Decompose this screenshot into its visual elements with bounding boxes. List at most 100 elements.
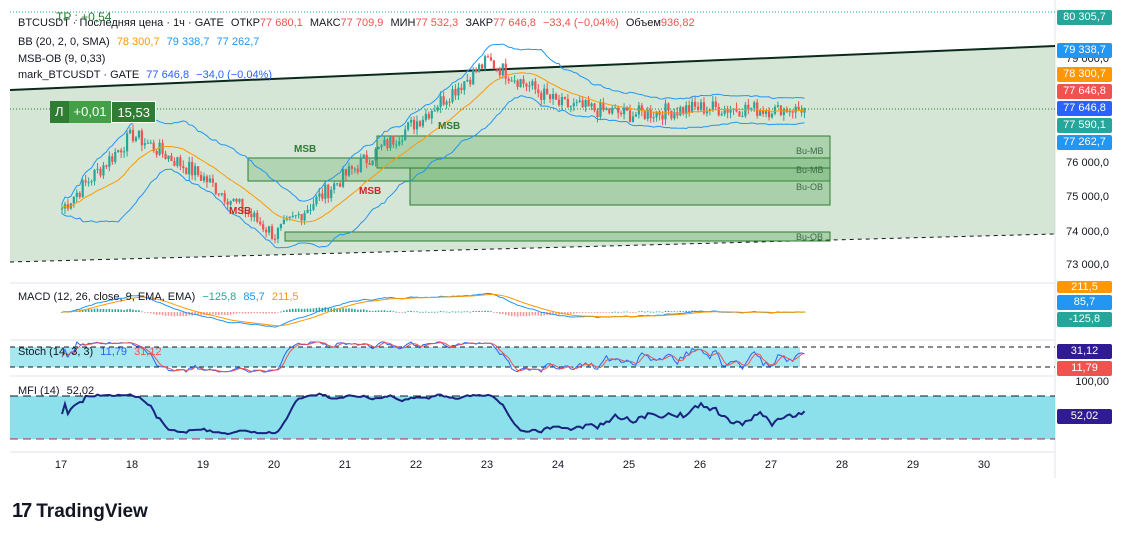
tp-label[interactable]: TP : +0,54: [56, 10, 112, 24]
candle-body: [270, 226, 274, 239]
candle-body: [723, 108, 726, 114]
macd-histogram-bar: [484, 310, 486, 312]
macd-histogram-bar: [212, 312, 214, 315]
candle-body: [196, 166, 200, 176]
macd-histogram-bar: [439, 311, 442, 312]
trend-channel-fill: [10, 46, 1055, 262]
candle-body: [344, 169, 348, 176]
stoch-tag-k: 11,79: [1057, 361, 1112, 376]
macd-histogram-bar: [587, 312, 590, 313]
candle-body: [693, 101, 697, 107]
macd-histogram-bar: [676, 311, 679, 313]
candle-body: [173, 161, 176, 166]
macd-histogram-bar: [575, 312, 578, 314]
candle-body: [291, 215, 294, 217]
candle-body: [327, 184, 330, 199]
macd-histogram-bar: [617, 311, 619, 313]
candle-body: [424, 113, 427, 120]
macd-histogram-bar: [472, 311, 475, 312]
candle-body: [338, 183, 342, 187]
candle-body: [114, 152, 117, 162]
tradingview-logo[interactable]: 17 TradingView: [12, 500, 148, 523]
macd-histogram-bar: [584, 312, 587, 313]
candle-body: [185, 167, 188, 175]
candle-body: [483, 56, 487, 69]
tradingview-mark-icon: 17: [12, 500, 32, 522]
candle-body: [478, 64, 481, 72]
candle-body: [214, 182, 217, 194]
candle-body: [220, 193, 223, 195]
candle-body: [581, 100, 584, 108]
candle-body: [392, 135, 395, 145]
candle-body: [534, 81, 537, 90]
candle-body: [569, 106, 572, 108]
macd-tag-macd: 85,7: [1057, 295, 1112, 310]
macd-histogram-bar: [407, 311, 409, 312]
macd-histogram-bar: [377, 310, 380, 312]
position-box[interactable]: Л +0,01 15,53: [50, 101, 156, 123]
candle-body: [421, 119, 425, 127]
macd-histogram-bar: [129, 308, 131, 312]
candle-body: [762, 110, 765, 114]
symbol-legend[interactable]: BTCUSDT · Последняя цена · 1ч · GATE ОТК…: [18, 17, 699, 30]
macd-histogram-bar: [176, 312, 179, 316]
candle-body: [658, 111, 661, 115]
candle-body: [726, 108, 729, 113]
candle-body: [767, 111, 771, 118]
position-side[interactable]: Л: [50, 101, 69, 123]
macd-histogram-bar: [658, 311, 661, 313]
candle-body: [250, 213, 253, 218]
candle-body: [513, 80, 516, 82]
candle-body: [557, 99, 561, 106]
macd-histogram-bar: [312, 308, 315, 312]
mfi-band: [10, 396, 1055, 439]
candle-body: [457, 87, 460, 96]
bb-legend[interactable]: BB (20, 2, 0, SMA) 78 300,7 79 338,7 77 …: [18, 36, 263, 49]
candle-body: [321, 193, 324, 199]
candle-body: [333, 183, 336, 190]
macd-histogram-bar: [244, 312, 247, 314]
stoch-legend[interactable]: Stoch (14, 3, 3) 11,79 31,12: [18, 346, 166, 359]
candle-body: [611, 107, 614, 114]
volume-value: 936,82: [660, 17, 695, 29]
candle-body: [445, 101, 448, 105]
macd-histogram-bar: [614, 311, 617, 313]
candle-body: [407, 122, 410, 130]
macd-histogram-bar: [126, 309, 128, 312]
mark-legend[interactable]: mark_BTCUSDT · GATE 77 646,8 −34,0 (−0,0…: [18, 69, 276, 82]
macd-histogram-bar: [478, 310, 480, 312]
msb-label: MSB: [229, 206, 252, 217]
msb-ob-legend[interactable]: MSB-OB (9, 0,33): [18, 53, 109, 66]
macd-histogram-bar: [170, 312, 173, 317]
macd-histogram-bar: [362, 309, 365, 312]
macd-histogram-bar: [271, 312, 273, 314]
candle-body: [756, 102, 759, 116]
macd-histogram-bar: [501, 312, 504, 314]
macd-histogram-bar: [371, 311, 374, 312]
candle-body: [105, 165, 108, 167]
macd-histogram-bar: [380, 310, 383, 312]
candle-body: [747, 104, 750, 110]
candle-body: [259, 221, 262, 225]
macd-histogram-bar: [537, 312, 540, 316]
candle-body: [368, 163, 371, 165]
macd-histogram-bar: [652, 311, 655, 313]
macd-histogram-bar: [581, 312, 584, 313]
price-tag-position: 77 590,1: [1057, 118, 1112, 133]
candle-body: [279, 224, 283, 229]
candle-body: [691, 101, 694, 113]
macd-histogram-bar: [268, 312, 270, 314]
macd-label: MACD (12, 26, close, 9, EMA, EMA): [18, 291, 196, 303]
mfi-legend[interactable]: MFI (14) 52,02: [18, 385, 98, 398]
candle-body: [492, 60, 496, 69]
macd-histogram-bar: [416, 311, 418, 313]
macd-histogram-bar: [345, 308, 347, 312]
candle-body: [149, 142, 152, 144]
low-value: 77 532,3: [415, 17, 459, 29]
macd-histogram-bar: [141, 311, 143, 313]
macd-legend[interactable]: MACD (12, 26, close, 9, EMA, EMA) −125,8…: [18, 291, 303, 304]
candle-body: [167, 155, 170, 160]
candle-body: [640, 105, 643, 111]
candle-body: [776, 105, 780, 107]
